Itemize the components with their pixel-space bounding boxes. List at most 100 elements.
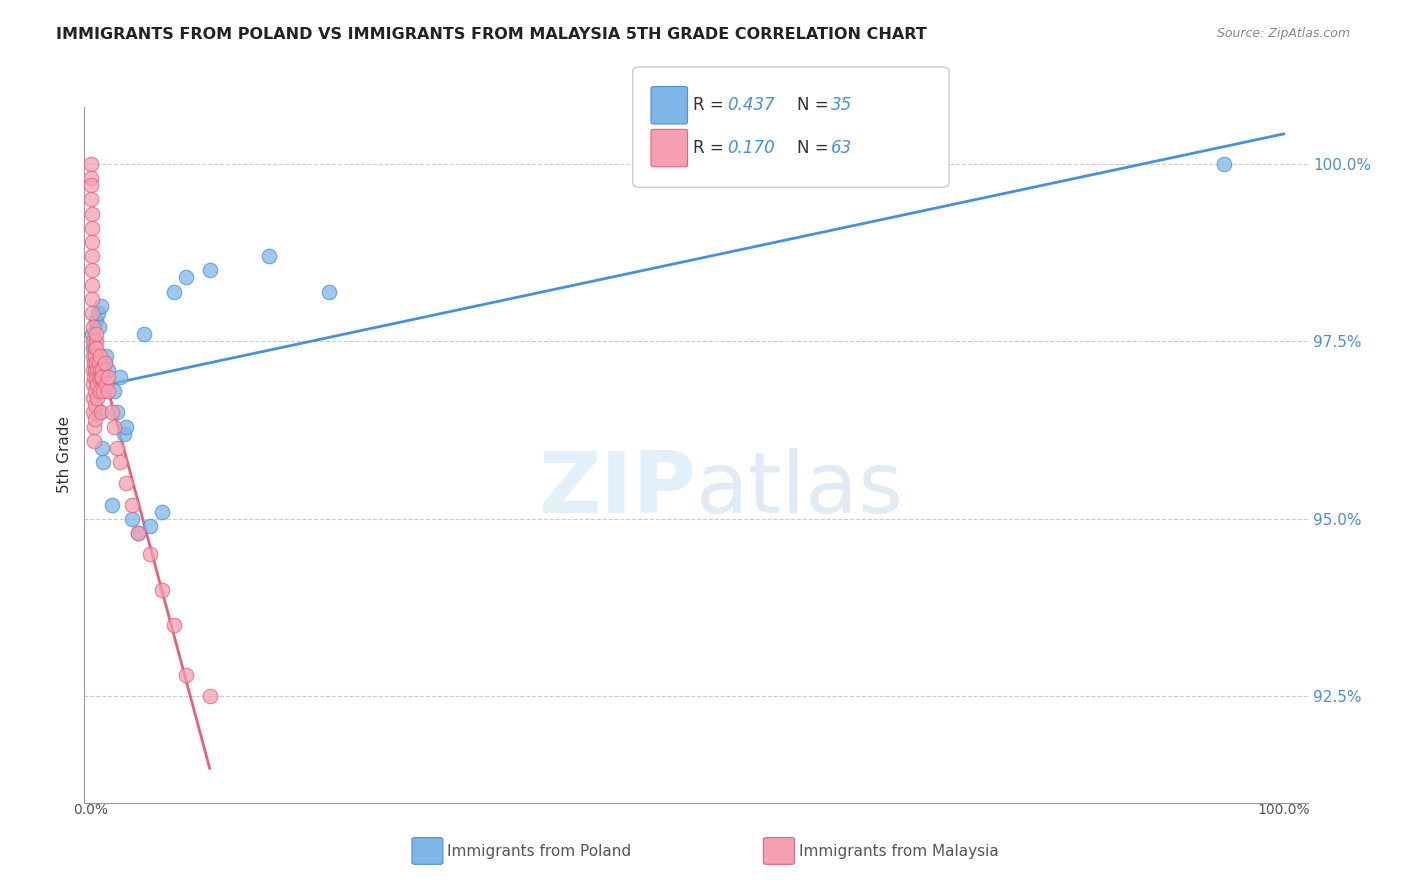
Point — [82, 263, 104, 277]
Point — [84, 327, 107, 342]
Point — [84, 313, 107, 327]
Point — [83, 384, 105, 398]
Point — [127, 526, 149, 541]
Text: N =: N = — [797, 139, 834, 157]
Point — [84, 349, 107, 363]
Point — [83, 419, 105, 434]
Point — [82, 306, 104, 320]
Text: 35: 35 — [831, 96, 852, 114]
Point — [83, 342, 105, 356]
Point — [97, 384, 120, 398]
Point — [86, 362, 108, 376]
Point — [94, 376, 117, 391]
Point — [83, 356, 105, 370]
Point — [101, 405, 124, 419]
Point — [174, 668, 197, 682]
Point — [80, 249, 103, 263]
Point — [115, 419, 138, 434]
Point — [80, 206, 103, 220]
Point — [90, 299, 112, 313]
Text: 100.0%: 100.0% — [1257, 803, 1310, 817]
Point — [82, 376, 104, 391]
Point — [82, 277, 104, 292]
Point — [112, 426, 135, 441]
Point — [82, 342, 104, 356]
Point — [84, 334, 107, 349]
Point — [121, 498, 143, 512]
Point — [93, 455, 115, 469]
Text: 5th Grade: 5th Grade — [58, 417, 73, 493]
Point — [82, 320, 104, 334]
Point — [84, 369, 107, 384]
Point — [80, 235, 103, 249]
Point — [80, 178, 103, 193]
Point — [86, 376, 108, 391]
Point — [87, 306, 110, 320]
Point — [80, 171, 103, 186]
Point — [83, 369, 105, 384]
Point — [93, 356, 115, 370]
Point — [163, 618, 186, 632]
Text: R =: R = — [693, 96, 730, 114]
Point — [105, 441, 128, 455]
Point — [91, 369, 114, 384]
Point — [91, 441, 114, 455]
Point — [93, 384, 115, 398]
Point — [80, 157, 103, 171]
Point — [80, 220, 103, 235]
Point — [103, 384, 125, 398]
Point — [83, 356, 105, 370]
Point — [115, 476, 138, 491]
Point — [84, 362, 107, 376]
Point — [82, 405, 104, 419]
Text: ZIP: ZIP — [538, 448, 696, 532]
Point — [89, 384, 111, 398]
Point — [1213, 157, 1236, 171]
Text: atlas: atlas — [696, 448, 904, 532]
Point — [318, 285, 340, 299]
Point — [121, 512, 143, 526]
Point — [89, 349, 111, 363]
Point — [82, 391, 104, 405]
Point — [84, 356, 107, 370]
Point — [101, 498, 124, 512]
Point — [97, 369, 120, 384]
Point — [84, 349, 107, 363]
Text: Source: ZipAtlas.com: Source: ZipAtlas.com — [1216, 27, 1350, 40]
Point — [105, 405, 128, 419]
Point — [94, 349, 117, 363]
Text: Immigrants from Poland: Immigrants from Poland — [447, 845, 631, 859]
Text: N =: N = — [797, 96, 834, 114]
Point — [150, 582, 173, 597]
Point — [82, 292, 104, 306]
Point — [174, 270, 197, 285]
Point — [89, 362, 111, 376]
Text: R =: R = — [693, 139, 730, 157]
Point — [82, 349, 104, 363]
Point — [84, 342, 107, 356]
Text: Immigrants from Malaysia: Immigrants from Malaysia — [799, 845, 998, 859]
Point — [139, 519, 162, 533]
Text: 0.437: 0.437 — [727, 96, 775, 114]
Point — [86, 369, 108, 384]
Point — [90, 405, 112, 419]
Point — [84, 362, 107, 376]
Point — [93, 356, 115, 370]
Point — [83, 434, 105, 448]
Point — [83, 334, 105, 349]
Point — [132, 327, 155, 342]
Point — [91, 362, 114, 376]
Point — [87, 369, 110, 384]
Point — [90, 369, 112, 384]
Point — [82, 362, 104, 376]
Text: 0.170: 0.170 — [727, 139, 775, 157]
Point — [86, 376, 108, 391]
Point — [127, 526, 149, 541]
Point — [82, 327, 104, 342]
Point — [108, 455, 131, 469]
Point — [139, 547, 162, 561]
Point — [87, 356, 110, 370]
Point — [87, 320, 110, 334]
Text: 63: 63 — [831, 139, 852, 157]
Point — [163, 285, 186, 299]
